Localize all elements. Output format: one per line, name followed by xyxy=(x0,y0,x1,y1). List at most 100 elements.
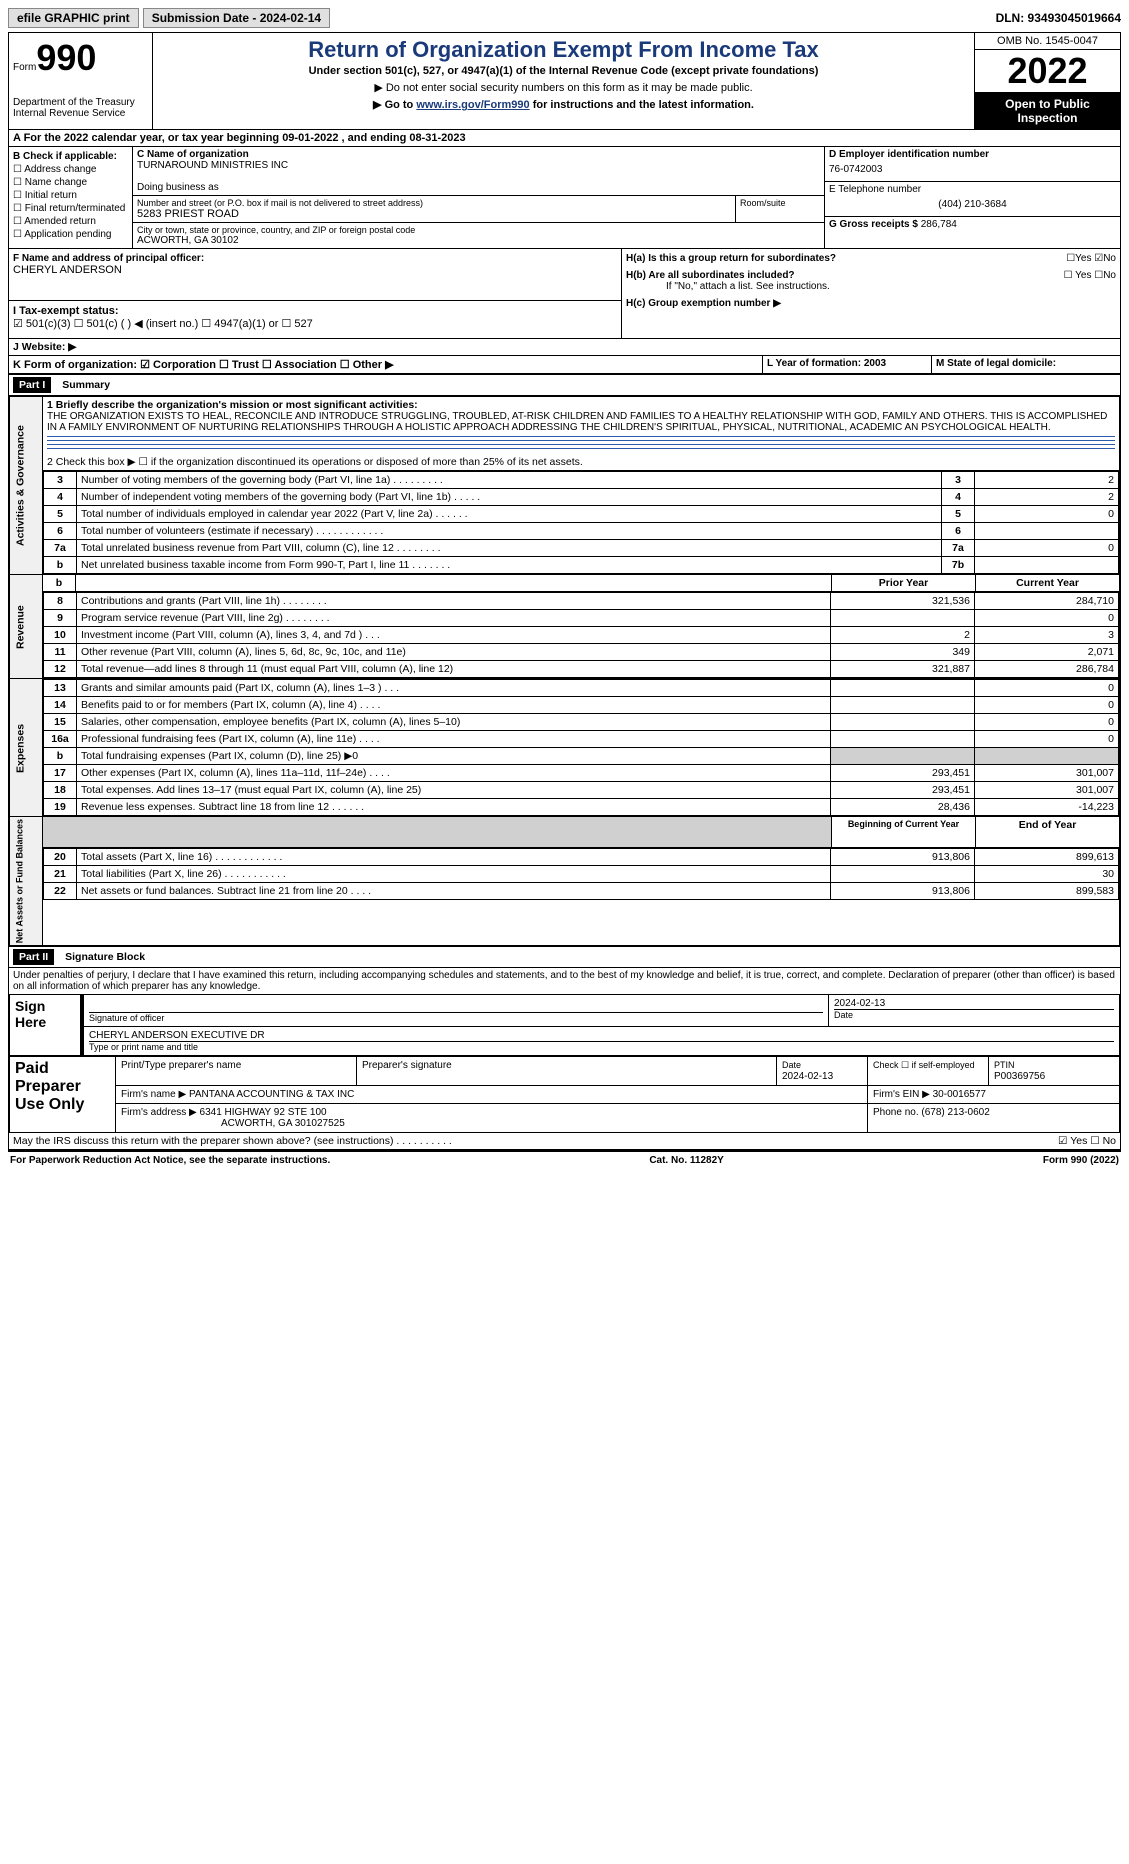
line-text: Professional fundraising fees (Part IX, … xyxy=(77,731,831,748)
prior-value xyxy=(831,714,975,731)
box-b-item: ☐ Initial return xyxy=(13,190,128,201)
form-word: Form xyxy=(13,62,36,73)
col-begin-year: Beginning of Current Year xyxy=(832,817,976,848)
summary-table: Activities & Governance 1 Briefly descri… xyxy=(9,396,1120,946)
prior-value xyxy=(831,610,975,627)
prior-value: 293,451 xyxy=(831,765,975,782)
dept-label: Department of the Treasury xyxy=(13,97,148,108)
paperwork-notice: For Paperwork Reduction Act Notice, see … xyxy=(10,1155,330,1166)
goto-post: for instructions and the latest informat… xyxy=(530,99,754,111)
website-row: J Website: ▶ xyxy=(9,339,1120,356)
side-activities-gov: Activities & Governance xyxy=(10,397,43,575)
firm-name: PANTANA ACCOUNTING & TAX INC xyxy=(189,1089,354,1100)
q2-text: 2 Check this box ▶ ☐ if the organization… xyxy=(43,454,1120,471)
line-num: 18 xyxy=(44,782,77,799)
line-num: 15 xyxy=(44,714,77,731)
line-num: 17 xyxy=(44,765,77,782)
state-domicile: M State of legal domicile: xyxy=(932,356,1120,373)
current-value: 286,784 xyxy=(975,661,1119,678)
line-value: 0 xyxy=(975,540,1119,557)
line-text: Contributions and grants (Part VIII, lin… xyxy=(77,593,831,610)
side-expenses: Expenses xyxy=(10,679,43,817)
org-name: TURNAROUND MINISTRIES INC xyxy=(137,160,820,171)
firm-addr-label: Firm's address ▶ xyxy=(121,1107,197,1118)
line-value: 2 xyxy=(975,489,1119,506)
col-prior-year: Prior Year xyxy=(832,575,976,592)
irs-label: Internal Revenue Service xyxy=(13,108,148,119)
line-num: 14 xyxy=(44,697,77,714)
submission-date-button[interactable]: Submission Date - 2024-02-14 xyxy=(143,8,330,28)
current-value: 0 xyxy=(975,697,1119,714)
current-value: 0 xyxy=(975,731,1119,748)
ptin-value: P00369756 xyxy=(994,1071,1045,1082)
line-num: 13 xyxy=(44,680,77,697)
form-title: Return of Organization Exempt From Incom… xyxy=(157,37,970,63)
prior-value: 913,806 xyxy=(831,849,975,866)
col-current-year: Current Year xyxy=(976,575,1120,592)
line-num: 3 xyxy=(44,472,77,489)
prior-value xyxy=(831,748,975,765)
prior-value: 321,536 xyxy=(831,593,975,610)
line-text: Other expenses (Part IX, column (A), lin… xyxy=(77,765,831,782)
form-subtitle: Under section 501(c), 527, or 4947(a)(1)… xyxy=(157,65,970,77)
firm-city: ACWORTH, GA 301027525 xyxy=(121,1118,345,1129)
ptin-label: PTIN xyxy=(994,1060,1015,1070)
org-name-label: C Name of organization xyxy=(137,149,820,160)
hb-note: If "No," attach a list. See instructions… xyxy=(666,281,1116,292)
gross-receipts-label: G Gross receipts $ xyxy=(829,219,918,230)
phone-label: E Telephone number xyxy=(829,184,1116,195)
room-suite-label: Room/suite xyxy=(736,196,824,222)
line-box: 3 xyxy=(942,472,975,489)
firm-phone: (678) 213-0602 xyxy=(921,1107,989,1118)
line-text: Total unrelated business revenue from Pa… xyxy=(77,540,942,557)
line-num: 21 xyxy=(44,866,77,883)
ha-yn: ☐Yes ☑No xyxy=(1066,253,1116,264)
line-value xyxy=(975,523,1119,540)
prep-date-label: Date xyxy=(782,1060,801,1070)
hc-label: H(c) Group exemption number ▶ xyxy=(626,298,781,309)
mission-text: THE ORGANIZATION EXISTS TO HEAL, RECONCI… xyxy=(47,411,1115,433)
side-net-assets: Net Assets or Fund Balances xyxy=(10,817,43,946)
line-box: 5 xyxy=(942,506,975,523)
line-value xyxy=(975,557,1119,574)
line-num: 22 xyxy=(44,883,77,900)
prior-value: 2 xyxy=(831,627,975,644)
current-value: 899,583 xyxy=(975,883,1119,900)
firm-name-label: Firm's name ▶ xyxy=(121,1089,186,1100)
line-text: Total revenue—add lines 8 through 11 (mu… xyxy=(77,661,831,678)
line-num: 6 xyxy=(44,523,77,540)
ein-label: D Employer identification number xyxy=(829,149,1116,160)
omb-number: OMB No. 1545-0047 xyxy=(975,33,1120,50)
prior-value: 349 xyxy=(831,644,975,661)
current-value: 2,071 xyxy=(975,644,1119,661)
current-value: 0 xyxy=(975,714,1119,731)
efile-print-button[interactable]: efile GRAPHIC print xyxy=(8,8,139,28)
city-label: City or town, state or province, country… xyxy=(137,225,820,235)
line-text: Benefits paid to or for members (Part IX… xyxy=(77,697,831,714)
current-value: 0 xyxy=(975,680,1119,697)
line-num: 8 xyxy=(44,593,77,610)
prior-value: 321,887 xyxy=(831,661,975,678)
year-formation: L Year of formation: 2003 xyxy=(763,356,932,373)
box-b-title: B Check if applicable: xyxy=(13,151,128,162)
top-toolbar: efile GRAPHIC print Submission Date - 20… xyxy=(8,8,1121,28)
current-value: -14,223 xyxy=(975,799,1119,816)
prior-value xyxy=(831,731,975,748)
sig-date-label: Date xyxy=(834,1009,1114,1020)
penalty-statement: Under penalties of perjury, I declare th… xyxy=(9,968,1120,994)
officer-name: CHERYL ANDERSON xyxy=(13,264,617,276)
prior-value xyxy=(831,680,975,697)
part-ii-title: Signature Block xyxy=(57,951,145,963)
line-text: Net unrelated business taxable income fr… xyxy=(77,557,942,574)
line-box: 7b xyxy=(942,557,975,574)
line-num: 20 xyxy=(44,849,77,866)
line-text: Total number of volunteers (estimate if … xyxy=(77,523,942,540)
prep-date: 2024-02-13 xyxy=(782,1071,833,1082)
officer-label: F Name and address of principal officer: xyxy=(13,253,617,264)
ha-label: H(a) Is this a group return for subordin… xyxy=(626,253,836,264)
side-revenue: Revenue xyxy=(10,575,43,679)
line-text: Number of voting members of the governin… xyxy=(77,472,942,489)
box-b-item: ☐ Name change xyxy=(13,177,128,188)
line-box: 7a xyxy=(942,540,975,557)
irs-link[interactable]: www.irs.gov/Form990 xyxy=(416,99,529,111)
